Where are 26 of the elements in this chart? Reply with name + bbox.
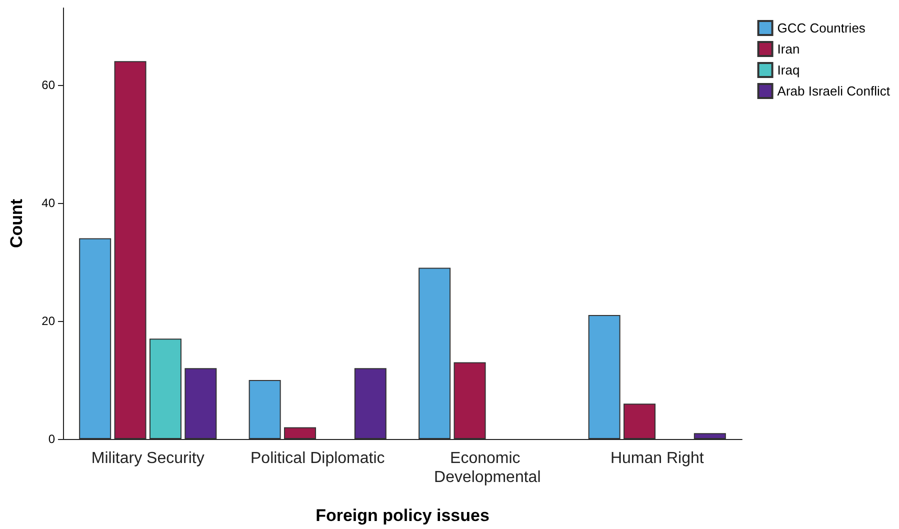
x-tick-label: Political Diplomatic xyxy=(250,450,385,467)
bar xyxy=(454,362,486,439)
x-tick-label: Economic Developmental xyxy=(434,450,541,486)
y-tick-label: 40 xyxy=(42,196,56,210)
x-tick-label: Military Security xyxy=(91,450,204,467)
bar xyxy=(694,433,726,439)
bar xyxy=(354,368,386,439)
bar xyxy=(184,368,217,439)
y-tick-label: 60 xyxy=(42,78,56,92)
legend-label: Arab Israeli Conflict xyxy=(777,84,890,98)
bar xyxy=(284,427,316,439)
legend-label: Iraq xyxy=(777,62,800,78)
bar xyxy=(418,268,451,439)
bar xyxy=(248,380,281,439)
bar xyxy=(149,338,182,439)
x-tick-label: Human Right xyxy=(610,450,704,467)
bar xyxy=(79,238,112,439)
bar xyxy=(114,61,146,439)
legend-label: GCC Countries xyxy=(777,20,866,36)
x-axis-title: Foreign policy issues xyxy=(316,506,490,525)
bar xyxy=(624,404,656,439)
legend-label: Iran xyxy=(777,42,800,56)
y-tick-label: 0 xyxy=(48,432,56,446)
bar xyxy=(588,315,620,439)
y-tick-label: 20 xyxy=(42,314,56,328)
y-axis-title: Count xyxy=(7,198,26,248)
